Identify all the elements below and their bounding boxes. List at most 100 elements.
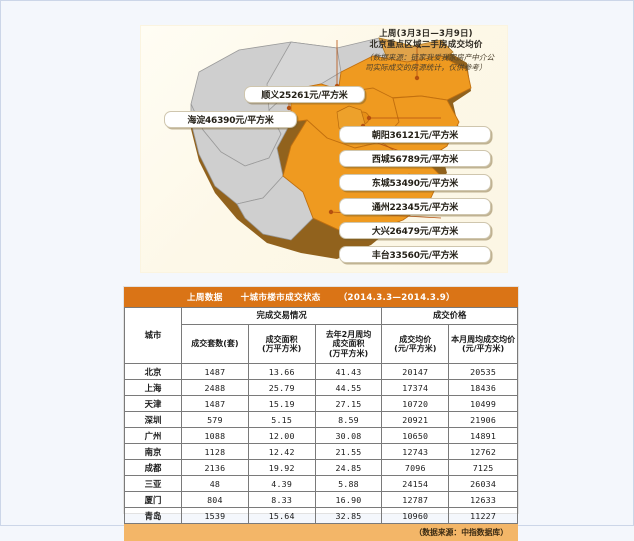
banner-title: 十城市楼市成交状态 — [240, 293, 321, 303]
map-header-line1: 上周(3月3日—3月9日) — [379, 29, 473, 39]
cell-area: 13.66 — [247, 363, 316, 380]
banner-tag: 上周数据 — [187, 293, 223, 303]
col-header-avg-price: 成交均价 (元/平方米) — [381, 324, 450, 364]
cell-city: 深圳 — [124, 411, 182, 428]
table-row: 成都 2136 19.92 24.85 7096 7125 — [124, 459, 518, 476]
callout-shunyi[interactable]: 顺义25261元/平方米 — [244, 86, 365, 103]
table-footer: （数据来源：中指数据库） — [124, 524, 518, 541]
cell-area: 19.92 — [247, 459, 316, 476]
callout-haidian[interactable]: 海淀46390元/平方米 — [164, 111, 297, 128]
table-row: 天津 1487 15.19 27.15 10720 10499 — [124, 395, 518, 412]
cell-month-avg-price: 18436 — [448, 379, 518, 396]
cell-area: 12.42 — [247, 443, 316, 460]
table-banner: 上周数据 十城市楼市成交状态 （2014.3.3—2014.3.9） — [124, 287, 518, 307]
banner-period: （2014.3.3—2014.3.9） — [338, 293, 455, 303]
cell-month-avg-price: 10499 — [448, 395, 518, 412]
table-row: 深圳 579 5.15 8.59 20921 21906 — [124, 411, 518, 428]
cell-area: 15.19 — [247, 395, 316, 412]
cell-month-avg-price: 20535 — [448, 363, 518, 380]
cell-avg-price: 17374 — [381, 379, 450, 396]
cell-last-year-area: 5.88 — [314, 475, 383, 492]
beijing-map-panel: 上周(3月3日—3月9日) 北京重点区域二手房成交均价 （数据来源：链家我爱我家… — [141, 26, 507, 272]
cell-city: 上海 — [124, 379, 182, 396]
cell-avg-price: 20147 — [381, 363, 450, 380]
cell-city: 成都 — [124, 459, 182, 476]
col-header-city: 城市 — [124, 307, 182, 364]
callout-fengtai[interactable]: 丰台33560元/平方米 — [339, 246, 491, 263]
table-sub-header-row: 成交套数(套) 成交面积 (万平方米) 去年2月周均 成交面积 (万平方米) 成交均价… — [125, 324, 518, 364]
callout-dongcheng[interactable]: 东城53490元/平方米 — [339, 174, 491, 191]
cell-last-year-area: 30.08 — [314, 427, 383, 444]
cell-city: 广州 — [124, 427, 182, 444]
table-row: 青岛 1539 15.64 32.85 10960 11227 — [124, 507, 518, 524]
cell-city: 南京 — [124, 443, 182, 460]
market-data-table: 城市 完成交易情况 成交价格 成交套数(套) 成交面积 (万平方米) 去年2月周均… — [124, 307, 518, 524]
cell-city: 厦门 — [124, 491, 182, 508]
cell-deals: 804 — [180, 491, 249, 508]
cell-city: 北京 — [124, 363, 182, 380]
cell-avg-price: 20921 — [381, 411, 450, 428]
cell-last-year-area: 27.15 — [314, 395, 383, 412]
cell-deals: 2488 — [180, 379, 249, 396]
table-group-header-row: 城市 完成交易情况 成交价格 — [124, 307, 518, 364]
cell-area: 25.79 — [247, 379, 316, 396]
cell-last-year-area: 41.43 — [314, 363, 383, 380]
cell-avg-price: 24154 — [381, 475, 450, 492]
cell-area: 15.64 — [247, 507, 316, 524]
table-row: 三亚 48 4.39 5.88 24154 26034 — [124, 475, 518, 492]
cell-month-avg-price: 11227 — [448, 507, 518, 524]
cell-city: 青岛 — [124, 507, 182, 524]
cell-last-year-area: 16.90 — [314, 491, 383, 508]
callout-chaoyang[interactable]: 朝阳36121元/平方米 — [339, 126, 491, 143]
table-row: 上海 2488 25.79 44.55 17374 18436 — [124, 379, 518, 396]
cell-last-year-area: 8.59 — [314, 411, 383, 428]
cell-avg-price: 7096 — [381, 459, 450, 476]
map-header-note: （数据来源：链家我爱我家房产中介公司实际成交的房源统计，仅供参考） — [365, 53, 495, 73]
cell-area: 4.39 — [247, 475, 316, 492]
cell-city: 天津 — [124, 395, 182, 412]
map-header-block: 上周(3月3日—3月9日) 北京重点区域二手房成交均价 （数据来源：链家我爱我家… — [351, 29, 501, 74]
cell-deals: 1128 — [180, 443, 249, 460]
cell-last-year-area: 32.85 — [314, 507, 383, 524]
table-row: 南京 1128 12.42 21.55 12743 12762 — [124, 443, 518, 460]
callout-xicheng[interactable]: 西城56789元/平方米 — [339, 150, 491, 167]
cell-avg-price: 12787 — [381, 491, 450, 508]
cell-month-avg-price: 7125 — [448, 459, 518, 476]
table-row: 厦门 804 8.33 16.90 12787 12633 — [124, 491, 518, 508]
callout-daxing[interactable]: 大兴26479元/平方米 — [339, 222, 491, 239]
col-header-last-year-area: 去年2月周均 成交面积 (万平方米) — [314, 324, 383, 364]
callout-tongzhou[interactable]: 通州22345元/平方米 — [339, 198, 491, 215]
market-table-panel: 上周数据 十城市楼市成交状态 （2014.3.3—2014.3.9） 城市 完成… — [123, 286, 519, 541]
col-group-price: 成交价格 — [381, 307, 518, 325]
cell-deals: 1088 — [180, 427, 249, 444]
table-head: 城市 完成交易情况 成交价格 成交套数(套) 成交面积 (万平方米) 去年2月周均… — [124, 307, 518, 364]
table-row: 北京 1487 13.66 41.43 20147 20535 — [124, 363, 518, 380]
cell-last-year-area: 21.55 — [314, 443, 383, 460]
cell-month-avg-price: 26034 — [448, 475, 518, 492]
cell-month-avg-price: 14891 — [448, 427, 518, 444]
cell-month-avg-price: 21906 — [448, 411, 518, 428]
cell-deals: 1539 — [180, 507, 249, 524]
cell-month-avg-price: 12633 — [448, 491, 518, 508]
table-row: 广州 1088 12.00 30.08 10650 14891 — [124, 427, 518, 444]
map-header-line2: 北京重点区域二手房成交均价 — [369, 40, 483, 50]
col-header-deals: 成交套数(套) — [180, 324, 249, 364]
table-source-note: （数据来源：中指数据库） — [414, 528, 508, 537]
cell-avg-price: 12743 — [381, 443, 450, 460]
cell-area: 8.33 — [247, 491, 316, 508]
cell-avg-price: 10960 — [381, 507, 450, 524]
cell-area: 12.00 — [247, 427, 316, 444]
cell-deals: 1487 — [180, 363, 249, 380]
cell-deals: 579 — [180, 411, 249, 428]
col-group-volume: 完成交易情况 — [180, 307, 383, 325]
col-header-area: 成交面积 (万平方米) — [247, 324, 316, 364]
col-header-month-avg-price: 本月周均成交均价 (元/平方米) — [448, 324, 518, 364]
cell-last-year-area: 24.85 — [314, 459, 383, 476]
cell-month-avg-price: 12762 — [448, 443, 518, 460]
table-body: 北京 1487 13.66 41.43 20147 20535 上海 2488 25.79 44.… — [124, 363, 518, 524]
cell-deals: 2136 — [180, 459, 249, 476]
cell-avg-price: 10720 — [381, 395, 450, 412]
cell-last-year-area: 44.55 — [314, 379, 383, 396]
cell-avg-price: 10650 — [381, 427, 450, 444]
cell-deals: 1487 — [180, 395, 249, 412]
